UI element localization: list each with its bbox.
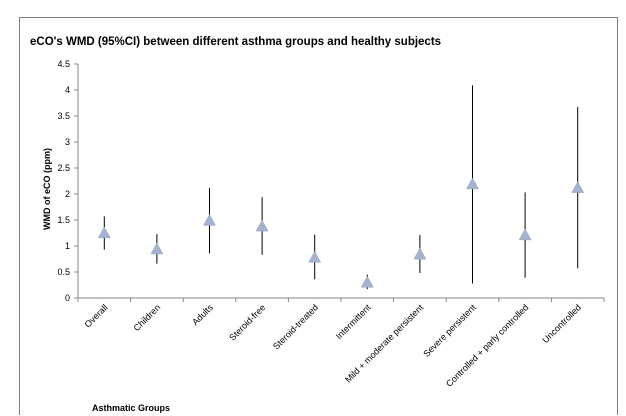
y-tick-label: 3 <box>65 137 70 147</box>
x-tick-label: Overall <box>82 302 109 329</box>
data-point-marker <box>308 250 322 263</box>
y-tick-label: 4.5 <box>57 59 70 69</box>
y-tick-label: 4 <box>65 85 70 95</box>
data-point-marker <box>571 181 585 193</box>
data-point-marker <box>413 247 427 260</box>
y-tick-label: 2.5 <box>57 163 70 173</box>
y-tick-label: 1.5 <box>57 215 70 225</box>
data-point-marker <box>97 226 111 239</box>
x-tick-label: Adults <box>190 302 215 327</box>
y-tick-label: 1 <box>65 241 70 251</box>
y-tick-label: 2 <box>65 189 70 199</box>
data-point-marker <box>255 219 269 232</box>
data-point-marker <box>466 177 479 190</box>
chart-title: eCO's WMD (95%CI) between different asth… <box>30 36 441 48</box>
x-tick-label: Children <box>132 302 163 333</box>
x-tick-label: Uncontrolled <box>540 302 583 345</box>
x-tick-label: Steroid-treated <box>271 302 320 351</box>
x-tick-label: Steroid-free <box>227 302 267 342</box>
x-axis-title: Asthmatic Groups <box>92 403 170 413</box>
x-tick-label: Severe persistent <box>421 302 478 359</box>
data-point-marker <box>360 275 374 288</box>
chart-border <box>19 17 618 415</box>
data-point-marker <box>203 214 216 226</box>
x-tick-label: Intermittent <box>334 302 373 341</box>
y-tick-label: 0 <box>65 293 70 303</box>
y-tick-label: 0.5 <box>57 267 70 277</box>
data-point-marker <box>518 228 532 241</box>
y-axis-title: WMD of eCO (ppm) <box>42 148 52 230</box>
data-point-marker <box>150 242 164 255</box>
y-tick-label: 3.5 <box>57 111 70 121</box>
